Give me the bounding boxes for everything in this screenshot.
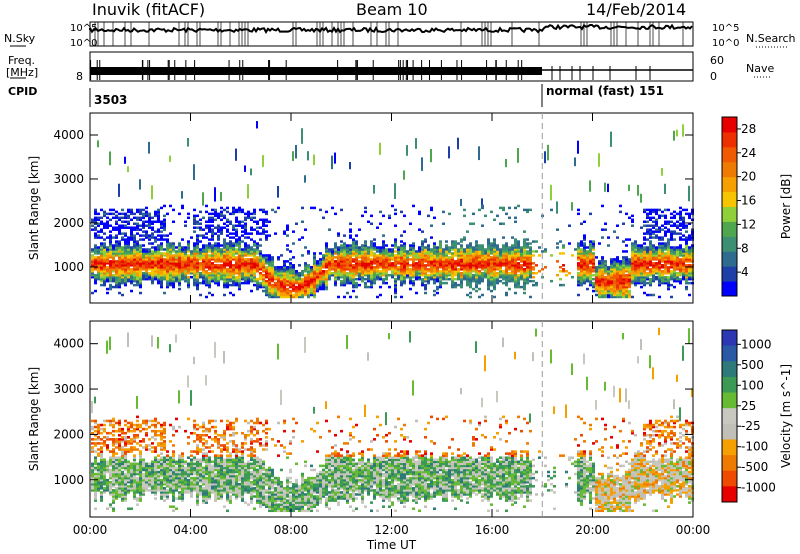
x-tick-label: 04:00: [173, 523, 208, 537]
colorbar-tick-label: 1000: [741, 337, 772, 351]
nsky-panel: [89, 21, 694, 47]
colorbar-tick-label: 24: [741, 146, 756, 160]
nave-tick-low: 0: [710, 70, 717, 83]
strip-traces: [89, 22, 693, 80]
cpid-value-1: 3503: [94, 93, 128, 107]
axes-layer: 1000 2000 3000 4000 Slant Range [km] 1000 2000…: [27, 112, 711, 552]
y-tick-label: 4000: [53, 128, 84, 142]
nsky-label: N.Sky: [4, 32, 36, 45]
colorbar-tick-label: 28: [741, 122, 756, 136]
y-axis-label: Slant Range [km]: [27, 156, 41, 260]
x-tick-label: 00:00: [73, 523, 108, 537]
colorbar-tick-label: -1000: [741, 481, 776, 495]
freq-panel: [89, 51, 694, 82]
x-tick-label: 16:00: [475, 523, 510, 537]
nsearch-tick-low: 10^0: [712, 38, 740, 49]
nsearch-tick-high: 10^5: [712, 23, 740, 34]
x-tick-label: 20:00: [575, 523, 610, 537]
x-tick-label: 08:00: [274, 523, 309, 537]
y-tick-label: 1000: [53, 473, 84, 487]
colorbar-tick-label: 4: [741, 265, 749, 279]
power-panel: [91, 121, 694, 299]
y-axis-label: Slant Range [km]: [27, 367, 41, 471]
nsearch-label: N.Search: [746, 32, 796, 45]
freq-label: Freq.: [8, 54, 36, 67]
nave-label: Nave: [746, 62, 775, 75]
colorbar-tick-label: 500: [741, 358, 764, 372]
colorbar-tick-label: 16: [741, 194, 756, 208]
nsky-tick-high: 10^5: [70, 23, 98, 34]
y-tick-label: 3000: [53, 382, 84, 396]
colorbar-label: Velocity [m s^-1]: [779, 364, 793, 468]
y-tick-label: 2000: [53, 427, 84, 441]
x-axis-label: Time UT: [366, 538, 417, 552]
y-tick-label: 4000: [53, 337, 84, 351]
date-title: 14/Feb/2014: [586, 0, 687, 19]
colorbar-tick-label: -25: [741, 419, 761, 433]
colorbar-tick-label: 25: [741, 399, 756, 413]
colorbar-tick-label: -500: [741, 460, 768, 474]
y-tick-label: 2000: [53, 216, 84, 230]
x-tick-label: 12:00: [374, 523, 409, 537]
station-title: Inuvik (fitACF): [92, 0, 206, 19]
cpid-label: CPID: [8, 85, 38, 98]
beam-title: Beam 10: [356, 0, 428, 19]
colorbar-tick-label: 12: [741, 217, 756, 231]
freq-tick: 8: [76, 70, 83, 83]
x-tick-label: 00:00: [676, 523, 711, 537]
colorbar-tick-label: 100: [741, 378, 764, 392]
freq-unit-label: [MHz]: [6, 66, 39, 79]
velocity-panel: [91, 327, 694, 513]
power-colorbar: 4 8 12 16 20 24 28 Power [dB]: [721, 116, 793, 297]
colorbar-tick-label: -100: [741, 440, 768, 454]
cpid-value-2: normal (fast) 151: [546, 84, 664, 98]
y-tick-label: 3000: [53, 172, 84, 186]
y-tick-label: 1000: [53, 260, 84, 274]
colorbar-tick-label: 8: [741, 241, 749, 255]
colorbar-label: Power [dB]: [779, 174, 793, 239]
nave-tick-high: 60: [710, 54, 724, 67]
nsky-tick-low: 10^0: [70, 38, 98, 49]
colorbar-tick-label: 20: [741, 170, 756, 184]
